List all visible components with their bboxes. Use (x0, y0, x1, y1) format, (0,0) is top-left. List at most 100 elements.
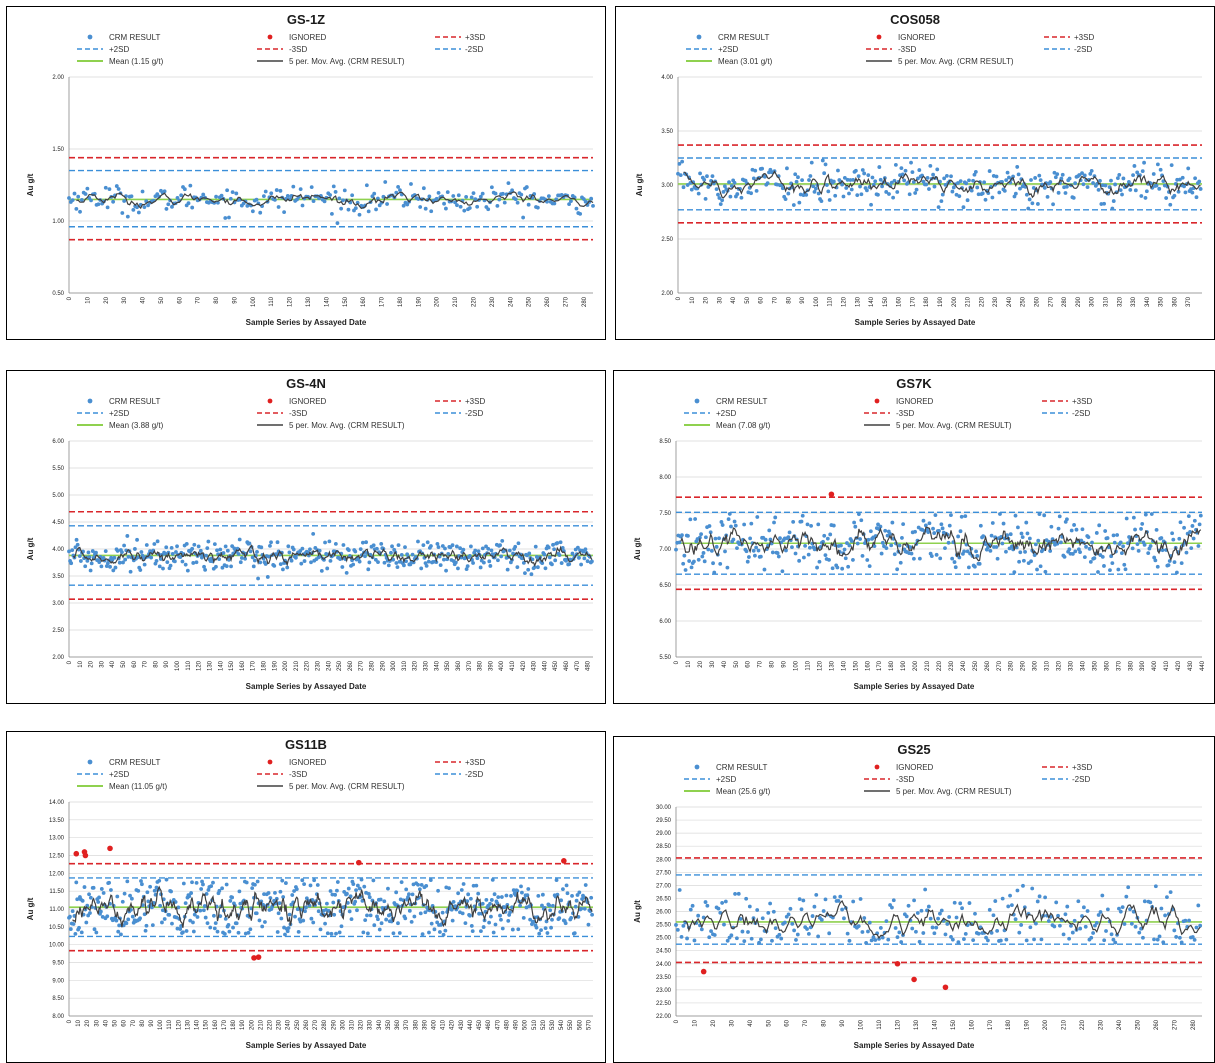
crm-result-point (1132, 164, 1137, 168)
crm-result-point (552, 201, 557, 206)
y-tick-label: 24.50 (656, 949, 672, 955)
chart-panel-gs-4n: GS-4N CRM RESULT IGNORED +3SD +2SD -3SD -2SD Me… (6, 370, 606, 704)
chart-panel-cos058: COS058 CRM RESULT IGNORED +3SD +2SD -3SD -2SD M… (615, 6, 1215, 340)
crm-result-point (188, 918, 193, 923)
crm-result-point (1103, 529, 1108, 533)
crm-result-point (218, 547, 223, 552)
x-tick-label: 30 (99, 660, 105, 667)
ignored-point (255, 954, 262, 960)
crm-result-point (364, 183, 369, 188)
crm-result-point (175, 195, 180, 200)
x-tick-label: 70 (803, 1019, 809, 1026)
x-tick-label: 340 (1145, 296, 1151, 307)
crm-result-point (589, 895, 594, 900)
crm-result-point (429, 921, 434, 926)
crm-result-point (1102, 201, 1106, 206)
crm-result-point (964, 181, 969, 186)
x-tick-label: 260 (1154, 1019, 1160, 1030)
crm-result-point (80, 898, 85, 903)
crm-result-point (250, 209, 255, 214)
crm-result-point (399, 552, 404, 557)
crm-result-point (1169, 163, 1174, 168)
crm-result-point (535, 205, 540, 210)
crm-result-point (1067, 176, 1072, 181)
moving-average-line (683, 170, 1201, 199)
crm-result-point (489, 898, 494, 902)
crm-result-point (579, 906, 584, 911)
crm-result-point (1198, 513, 1203, 518)
crm-result-point (865, 558, 870, 562)
crm-result-point (817, 559, 822, 564)
crm-result-point (116, 187, 121, 191)
crm-result-point (1092, 556, 1097, 561)
crm-result-point (887, 192, 891, 196)
crm-result-point (168, 563, 173, 568)
crm-result-point (1159, 536, 1164, 540)
crm-result-point (1064, 184, 1069, 189)
crm-result-point (1194, 925, 1199, 930)
crm-result-point (128, 569, 133, 574)
crm-result-point (1133, 188, 1138, 193)
crm-result-point (224, 882, 229, 887)
crm-result-point (545, 931, 550, 935)
crm-result-point (792, 928, 797, 933)
crm-result-point (435, 541, 440, 546)
crm-result-point (199, 887, 204, 891)
crm-result-point (325, 931, 330, 936)
crm-result-point (1164, 196, 1169, 200)
crm-result-point (690, 903, 695, 908)
legend-plus2sd-label: +2SD (716, 409, 736, 418)
crm-result-point (205, 921, 210, 926)
crm-result-point (142, 912, 147, 917)
crm-result-point (515, 565, 520, 570)
crm-result-point (699, 532, 704, 537)
crm-result-point (1035, 899, 1040, 904)
crm-result-point (394, 190, 399, 195)
crm-result-point (183, 901, 188, 906)
crm-result-point (142, 562, 147, 567)
crm-result-point (876, 522, 880, 527)
y-tick-label: 6.00 (659, 619, 671, 625)
crm-result-point (73, 931, 78, 936)
crm-result-point (407, 908, 412, 913)
ignored-point (251, 955, 257, 961)
crm-result-point (129, 194, 134, 199)
crm-result-point (357, 886, 362, 891)
crm-result-point (686, 534, 690, 538)
x-tick-label: 280 (1191, 1019, 1197, 1030)
x-tick-label: 140 (869, 296, 875, 307)
crm-result-point (1121, 176, 1126, 181)
crm-result-point (884, 546, 889, 551)
crm-result-point (410, 892, 415, 897)
crm-result-point (840, 907, 845, 912)
crm-result-point (675, 927, 680, 932)
crm-result-point (280, 878, 285, 883)
moving-average-line (76, 191, 594, 210)
crm-result-point (890, 520, 895, 525)
crm-result-point (971, 938, 976, 943)
crm-result-point (353, 549, 358, 554)
crm-result-point (1113, 940, 1118, 945)
crm-result-point (1142, 160, 1146, 165)
crm-result-point (851, 178, 856, 182)
x-tick-label: 0 (67, 296, 73, 300)
crm-result-point (777, 932, 782, 937)
x-tick-label: 240 (508, 296, 514, 307)
crm-result-point (788, 906, 793, 911)
crm-result-point (866, 929, 870, 934)
crm-result-point (200, 879, 204, 884)
crm-result-point (166, 202, 171, 207)
crm-result-point (716, 192, 720, 197)
legend-plus3sd-label: +3SD (465, 758, 485, 767)
crm-result-point (866, 537, 871, 542)
crm-result-point (275, 930, 280, 934)
crm-result-point (86, 550, 91, 555)
crm-result-point (786, 912, 791, 917)
crm-result-point (486, 207, 491, 212)
x-tick-label: 210 (966, 296, 972, 307)
crm-result-point (191, 920, 195, 925)
x-tick-label: 320 (1057, 660, 1063, 671)
crm-result-point (880, 540, 885, 545)
x-tick-label: 50 (745, 296, 751, 303)
